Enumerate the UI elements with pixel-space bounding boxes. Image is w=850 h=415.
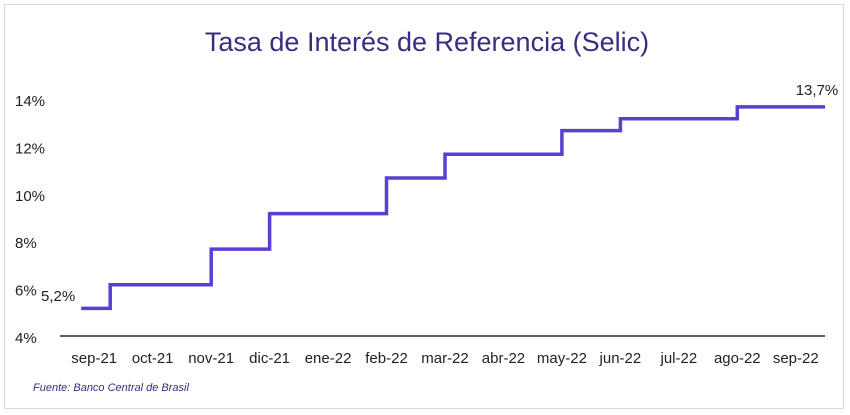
y-tick-label: 8% <box>15 235 37 252</box>
y-tick-label: 14% <box>15 93 45 110</box>
selic-chart: Tasa de Interés de Referencia (Selic) 4%… <box>15 27 839 394</box>
x-tick-label: oct-21 <box>132 350 174 367</box>
x-tick-label: may-22 <box>537 350 587 367</box>
x-tick-label: jul-22 <box>660 350 698 367</box>
y-tick-label: 10% <box>15 188 45 205</box>
x-tick-label: ene-22 <box>305 350 352 367</box>
series-line-selic <box>81 105 825 311</box>
x-axis-ticks: sep-21 oct-21 nov-21 dic-21 ene-22 feb-22 mar-… <box>71 350 818 367</box>
y-tick-label: 4% <box>15 330 37 347</box>
x-tick-label: jun-22 <box>599 350 642 367</box>
x-tick-label: dic-21 <box>249 350 290 367</box>
x-tick-label: sep-21 <box>71 350 117 367</box>
y-tick-label: 12% <box>15 140 45 157</box>
source-note: Fuente: Banco Central de Brasil <box>33 382 189 394</box>
x-tick-label: feb-22 <box>365 350 408 367</box>
x-tick-label: nov-21 <box>188 350 234 367</box>
data-label-end: 13,7% <box>796 82 839 99</box>
x-tick-label: ago-22 <box>714 350 761 367</box>
chart-title: Tasa de Interés de Referencia (Selic) <box>205 27 649 57</box>
x-tick-label: abr-22 <box>482 350 525 367</box>
data-label-start: 5,2% <box>41 288 75 305</box>
y-tick-label: 6% <box>15 283 37 300</box>
y-axis-ticks: 4% 6% 8% 10% 12% 14% <box>15 93 45 347</box>
chart-frame: Tasa de Interés de Referencia (Selic) 4%… <box>4 4 844 409</box>
x-tick-label: mar-22 <box>421 350 469 367</box>
x-tick-label: sep-22 <box>773 350 819 367</box>
